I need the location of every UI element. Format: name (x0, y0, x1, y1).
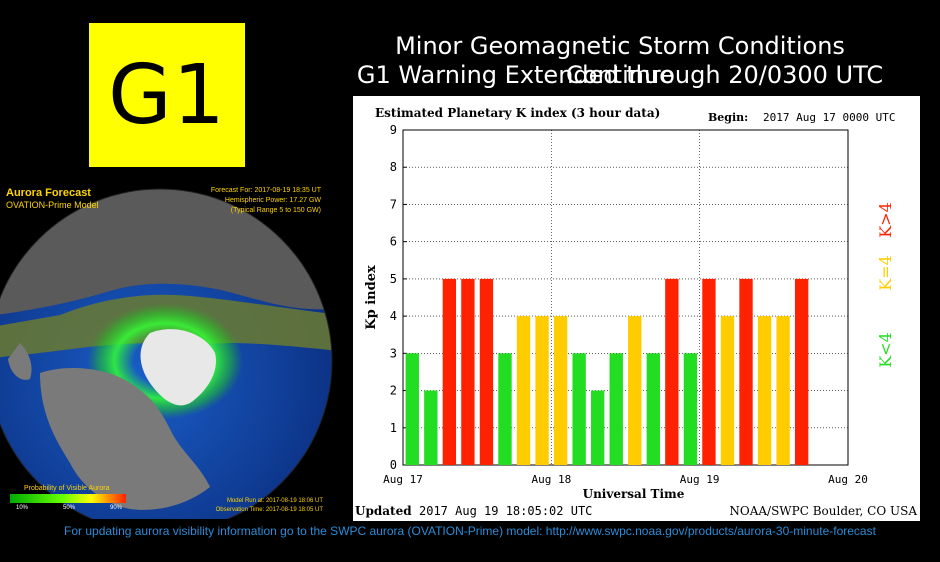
hemispheric-power: Hemispheric Power: 17.27 GW (224, 197, 321, 204)
plot-frame (402, 129, 849, 466)
kp-bar (535, 316, 549, 465)
forecast-for-time: Forecast For: 2017-08-19 18:35 UT (210, 187, 321, 194)
kp-bar (665, 278, 679, 465)
updated-value: 2017 Aug 19 18:05:02 UTC (419, 504, 592, 518)
aurora-title: Aurora Forecast (6, 187, 91, 199)
y-tick-label: 3 (390, 346, 397, 360)
y-tick-label: 8 (390, 160, 397, 174)
y-tick-label: 0 (390, 458, 397, 472)
x-tick-label: Aug 17 (383, 473, 423, 486)
y-tick-label: 5 (390, 272, 397, 286)
kp-bar (794, 278, 809, 465)
kp-index-chart-panel: Estimated Planetary K index (3 hour data… (353, 96, 920, 521)
updated-label: Updated (355, 504, 412, 518)
kp-bar (479, 278, 494, 465)
y-tick-label: 9 (390, 123, 397, 137)
kp-bar (628, 316, 642, 465)
y-tick-label: 7 (390, 197, 397, 211)
footer-note: For updating aurora visibility informati… (64, 524, 876, 538)
probability-color-scale (10, 494, 126, 503)
y-tick-label: 1 (390, 421, 397, 435)
kp-bar (553, 316, 568, 465)
kp-bar (591, 390, 605, 465)
credit-line: NOAA/SWPC Boulder, CO USA (729, 504, 917, 518)
scale-tick-10: 10% (16, 505, 29, 511)
scale-tick-50: 50% (63, 505, 76, 511)
observation-time: Observation Time: 2017-08-19 18:05 UT (215, 507, 323, 513)
kp-bar (609, 353, 623, 465)
kp-bar (646, 353, 660, 465)
model-run-time: Model Run at: 2017-08-19 18:06 UT (226, 498, 323, 504)
alaska-land (8, 343, 32, 380)
chart-title: Estimated Planetary K index (3 hour data… (375, 106, 660, 120)
kp-bar (461, 278, 475, 465)
globe-outline (0, 188, 333, 519)
headline-line-1: Minor Geomagnetic Storm Conditions Conti… (395, 32, 845, 89)
kp-bar (442, 278, 457, 465)
kp-bar (702, 278, 716, 465)
kp-bar (757, 316, 772, 465)
y-axis-label: Kp index (364, 265, 379, 330)
headline-line-2: G1 Warning Extended through 20/0300 UTC (356, 61, 884, 89)
begin-value: 2017 Aug 17 0000 UTC (763, 111, 895, 124)
g1-label: G1 (108, 47, 226, 143)
g1-badge: G1 (89, 23, 245, 167)
probability-label: Probability of Visible Aurora (24, 485, 110, 492)
aurora-forecast-panel: Aurora Forecast OVATION-Prime Model Fore… (0, 183, 333, 519)
kp-bar (776, 316, 790, 465)
kp-bar (683, 353, 698, 465)
x-axis-label: Universal Time (583, 487, 685, 501)
aurora-globe-graphic (0, 188, 333, 519)
x-tick-label: Aug 19 (680, 473, 720, 486)
y-tick-label: 2 (390, 384, 397, 398)
legend-entry: K>4 (876, 202, 895, 238)
begin-label: Begin: (708, 111, 748, 124)
kp-bar (498, 353, 512, 465)
kp-bar (424, 390, 438, 465)
legend-entry: K<4 (876, 332, 895, 368)
north-america-land (40, 368, 210, 510)
kp-bar (516, 316, 531, 465)
x-tick-label: Aug 20 (828, 473, 868, 486)
greenland-land (140, 329, 216, 406)
kp-bar (572, 353, 586, 465)
aurora-model-name: OVATION-Prime Model (6, 200, 99, 210)
typical-range: (Typical Range 5 to 150 GW) (230, 207, 321, 214)
legend-entry: K=4 (876, 255, 895, 291)
scale-tick-90: 90% (110, 505, 123, 511)
y-tick-label: 6 (390, 235, 397, 249)
x-tick-label: Aug 18 (531, 473, 571, 486)
kp-bar (405, 353, 419, 465)
kp-index-chart: Estimated Planetary K index (3 hour data… (355, 106, 917, 518)
kp-bar (739, 278, 753, 465)
y-tick-label: 4 (390, 309, 397, 323)
kp-bar (720, 316, 735, 465)
